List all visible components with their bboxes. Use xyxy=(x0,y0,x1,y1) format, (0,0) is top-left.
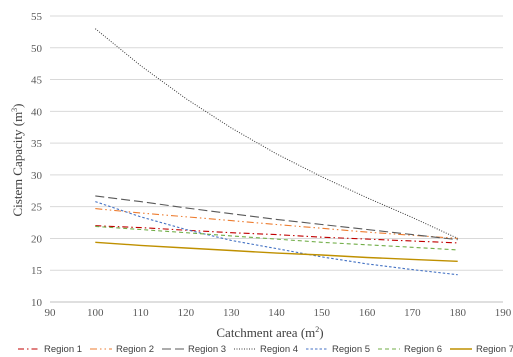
legend-item-region-4: Region 4 xyxy=(234,344,298,355)
y-tick-label: 25 xyxy=(31,202,43,214)
series-line-region-1 xyxy=(95,225,458,244)
series-line-region-5 xyxy=(95,201,458,276)
y-tick-label: 40 xyxy=(31,106,43,118)
x-tick-label: 170 xyxy=(404,307,421,319)
series-line-region-3 xyxy=(95,195,458,241)
x-tick-label: 100 xyxy=(87,307,104,319)
y-tick-label: 45 xyxy=(31,75,43,87)
legend-item-region-3: Region 3 xyxy=(162,344,226,355)
y-axis-title: Cistern Capacity (m3) xyxy=(10,103,25,216)
y-tick-label: 35 xyxy=(31,138,43,150)
legend-item-region-7: Region 7 xyxy=(450,344,513,355)
y-tick-label: 55 xyxy=(31,11,43,23)
y-tick-label: 10 xyxy=(31,297,43,309)
x-tick-label: 190 xyxy=(495,307,512,319)
y-tick-label: 50 xyxy=(31,43,43,55)
series-group xyxy=(94,28,458,276)
series-line-region-4 xyxy=(94,28,458,239)
legend-label: Region 4 xyxy=(260,344,298,355)
x-tick-label: 180 xyxy=(449,307,466,319)
y-tick-label: 15 xyxy=(31,265,43,277)
x-tick-label: 110 xyxy=(133,307,150,319)
x-tick-label: 160 xyxy=(359,307,376,319)
y-tick-label: 30 xyxy=(31,170,43,182)
series-line-region-2 xyxy=(95,208,458,239)
legend-item-region-1: Region 1 xyxy=(18,344,82,355)
y-axis: 10 15 20 25 30 35 40 45 50 55 xyxy=(31,11,43,309)
y-tick-label: 20 xyxy=(31,233,43,245)
x-tick-label: 140 xyxy=(268,307,285,319)
x-tick-label: 90 xyxy=(45,307,57,319)
legend: Region 1 Region 2 Region 3 Region 4 Region 5… xyxy=(18,344,513,355)
legend-item-region-2: Region 2 xyxy=(90,344,154,355)
series-line-region-7 xyxy=(95,241,458,262)
legend-item-region-5: Region 5 xyxy=(306,344,370,355)
legend-item-region-6: Region 6 xyxy=(378,344,442,355)
legend-label: Region 3 xyxy=(188,344,226,355)
gridlines xyxy=(50,15,503,271)
x-axis: 90 100 110 120 130 140 150 160 170 180 190 xyxy=(45,301,512,319)
x-tick-label: 120 xyxy=(178,307,195,319)
legend-label: Region 2 xyxy=(116,344,154,355)
legend-label: Region 1 xyxy=(44,344,82,355)
series-line-region-6 xyxy=(95,225,458,251)
legend-label: Region 7 xyxy=(476,344,513,355)
x-axis-title: Catchment area (m2) xyxy=(216,325,323,340)
x-tick-label: 130 xyxy=(223,307,240,319)
legend-label: Region 6 xyxy=(404,344,442,355)
x-tick-label: 150 xyxy=(314,307,331,319)
legend-label: Region 5 xyxy=(332,344,370,355)
